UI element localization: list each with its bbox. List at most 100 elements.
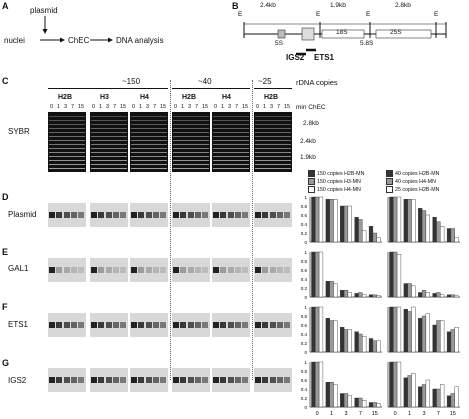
- timepoint-label: 3: [146, 104, 150, 110]
- gel-band: [49, 168, 85, 169]
- gel-band: [91, 132, 127, 133]
- y-tick-label: 0.4: [301, 222, 308, 227]
- bar: [354, 293, 359, 298]
- blot-band: [131, 322, 137, 328]
- bar: [389, 361, 394, 408]
- timepoint-label: 3: [106, 104, 110, 110]
- timepoint-label: 7: [71, 104, 75, 110]
- gel-band: [131, 152, 167, 153]
- blot-image: [48, 258, 86, 282]
- blot-image: [172, 203, 210, 227]
- blot-image: [90, 368, 128, 392]
- blot-band: [180, 212, 187, 218]
- bar: [340, 393, 345, 408]
- sybr-gel-image: [254, 112, 292, 172]
- blot-band: [98, 377, 105, 383]
- bar: [411, 285, 416, 298]
- gel-band: [213, 160, 249, 161]
- bar: [396, 361, 402, 408]
- panel-label-d: D: [2, 192, 9, 202]
- bar: [362, 230, 367, 243]
- blot-band: [145, 267, 152, 273]
- gel-band: [173, 152, 209, 153]
- gene-25s: 25S: [390, 29, 402, 36]
- gel-band: [173, 168, 209, 169]
- blot-band: [234, 267, 241, 273]
- blot-band: [56, 212, 63, 218]
- timepoint-label: 1: [57, 104, 61, 110]
- blot-band: [242, 322, 249, 328]
- blot-image: [254, 368, 292, 392]
- y-tick-label: 0: [304, 240, 307, 245]
- probe-igs2: IGS2: [286, 53, 305, 62]
- gene-5s: 5S: [275, 40, 283, 47]
- bar: [325, 281, 330, 298]
- panel-label-e: E: [2, 247, 9, 257]
- gel-band: [91, 116, 127, 117]
- blot-band: [202, 322, 209, 328]
- gel-band: [173, 124, 209, 125]
- bar: [454, 327, 459, 353]
- copies-150: ~150: [122, 77, 141, 86]
- gel-band: [49, 136, 85, 137]
- bar: [343, 329, 349, 353]
- bar: [347, 292, 352, 298]
- gel-band: [91, 156, 127, 157]
- blot-band: [269, 377, 276, 383]
- gene-18s: 18S: [336, 29, 348, 36]
- legend-swatch: [386, 178, 393, 185]
- blot-band: [70, 377, 77, 383]
- bar: [368, 294, 374, 298]
- gel-band: [255, 132, 291, 133]
- bar: [333, 199, 338, 243]
- bar: [389, 196, 394, 243]
- legend-item: 150 copies H3-MN: [308, 178, 361, 185]
- bar: [425, 292, 430, 298]
- gel-band: [173, 136, 209, 137]
- bar: [358, 397, 363, 408]
- blot-band: [180, 267, 187, 273]
- blot-band: [145, 322, 152, 328]
- blot-band: [56, 267, 63, 273]
- blot-image: [212, 313, 250, 337]
- probe-ets1: ETS1: [314, 53, 335, 62]
- bar: [411, 199, 416, 243]
- blot-band: [262, 377, 269, 383]
- bar: [407, 199, 412, 243]
- timepoint-label: 1: [221, 104, 225, 110]
- gel-band: [131, 168, 167, 169]
- gel-band: [91, 160, 127, 161]
- bar: [318, 306, 324, 353]
- bar: [315, 196, 320, 243]
- blot-band: [227, 212, 234, 218]
- gel-band: [131, 116, 167, 117]
- bar: [432, 324, 437, 353]
- gel-band: [173, 120, 209, 121]
- blot-band: [227, 322, 234, 328]
- blot-band: [91, 322, 97, 328]
- gel-band: [131, 164, 167, 165]
- bar: [396, 254, 402, 298]
- bar: [318, 196, 324, 243]
- gel-band: [91, 152, 127, 153]
- bar: [340, 205, 345, 243]
- gel-band: [255, 140, 291, 141]
- bar: [421, 210, 427, 243]
- bar: [343, 205, 349, 243]
- bar: [393, 251, 398, 298]
- bar: [432, 217, 437, 243]
- blot-image: [130, 368, 168, 392]
- gel-band: [213, 156, 249, 157]
- gel-band: [213, 144, 249, 145]
- blot-band: [112, 322, 119, 328]
- blot-image: [254, 203, 292, 227]
- blot-band: [284, 322, 291, 328]
- legend-swatch: [386, 186, 393, 193]
- y-tick-label: 0.8: [301, 314, 308, 319]
- blot-band: [194, 267, 201, 273]
- panel-label-a: A: [2, 1, 9, 11]
- legend-label: 150 copies H3-MN: [317, 178, 361, 185]
- row-label-sybr: SYBR: [8, 127, 30, 136]
- gel-band: [91, 128, 127, 129]
- bar: [343, 290, 349, 298]
